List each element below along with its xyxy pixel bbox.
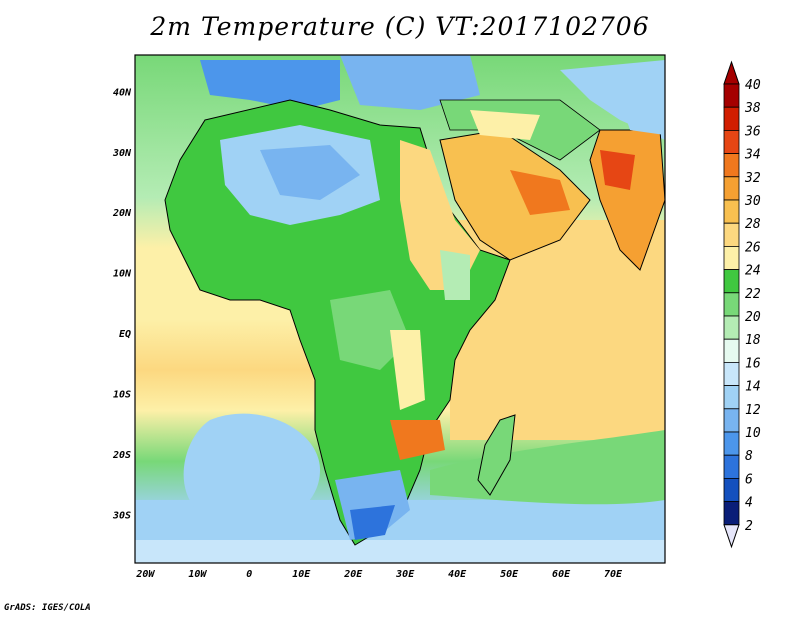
colorbar-label: 28 <box>745 217 761 232</box>
x-tick-label: 60E <box>552 569 571 580</box>
atlantic-cool-patch <box>183 413 320 528</box>
y-tick-label: 10S <box>113 390 131 401</box>
x-tick-label: 20E <box>343 569 363 580</box>
chart-title: 2m Temperature (C) VT:2017102706 <box>150 12 650 41</box>
madagascar <box>477 414 516 496</box>
colorbar-swatch <box>723 292 740 317</box>
colorbar-label: 36 <box>744 124 761 139</box>
colorbar-swatch <box>723 385 740 410</box>
colorbar-label: 2 <box>745 519 753 534</box>
colorbar-label: 20 <box>745 310 761 325</box>
y-axis-ticks: 40N 30N 20N 10N EQ 10S 20S 30S <box>112 87 132 521</box>
colorbar-bottom-arrow <box>723 524 740 549</box>
colorbar-swatch <box>723 176 740 201</box>
himalaya-cool <box>620 95 665 135</box>
colorbar-swatch <box>723 454 740 479</box>
x-tick-label: 40E <box>448 569 467 580</box>
colorbar-swatch <box>723 245 740 270</box>
colorbar-label: 6 <box>745 472 753 487</box>
x-tick-label: 50E <box>500 569 519 580</box>
colorbar-swatch <box>723 501 740 526</box>
colorbar-label: 32 <box>744 171 761 186</box>
y-tick-label: 30S <box>112 511 131 522</box>
y-tick-label: 10N <box>113 269 132 280</box>
y-tick-label: 40N <box>113 87 132 98</box>
iraq-warm <box>470 110 540 140</box>
x-tick-label: 10E <box>292 569 311 580</box>
colorbar-label: 38 <box>744 101 761 116</box>
europe-cold <box>200 60 340 110</box>
y-tick-label: EQ <box>119 329 131 340</box>
balkans-cold <box>340 55 480 110</box>
colorbar-label: 26 <box>745 240 761 255</box>
colorbar-label: 14 <box>745 380 761 395</box>
mozambique-hot <box>390 420 445 460</box>
colorbar-label: 10 <box>745 426 761 441</box>
colorbar-top-arrow <box>723 60 740 85</box>
grads-credit: GrADS: IGES/COLA <box>4 603 91 613</box>
x-tick-label: 0 <box>246 569 252 580</box>
colorbar-swatch <box>723 315 740 340</box>
colorbar-swatch <box>723 129 740 154</box>
colorbar-swatch <box>723 477 740 502</box>
temperature-field <box>135 55 665 563</box>
colorbar-label: 22 <box>745 287 761 302</box>
india-hot-region <box>600 150 635 190</box>
nile-warm-region <box>400 140 480 290</box>
colorbar-swatch <box>723 269 740 294</box>
colorbar-swatch <box>723 361 740 386</box>
colorbar-swatch <box>723 83 740 108</box>
south-africa-cold <box>350 505 395 540</box>
x-tick-label: 10W <box>188 569 207 580</box>
congo-basin <box>330 290 410 370</box>
colorbar-swatch <box>723 431 740 456</box>
colorbar-label: 12 <box>745 403 761 418</box>
y-tick-label: 30N <box>112 148 132 159</box>
x-tick-label: 30E <box>395 569 415 580</box>
colorbar-label: 8 <box>745 449 753 464</box>
y-tick-label: 20S <box>112 450 131 461</box>
colorbar-swatch <box>723 106 740 131</box>
colorbar-swatch <box>723 199 740 224</box>
ethiopia-highlands <box>440 250 470 300</box>
colorbar-label: 18 <box>745 333 761 348</box>
colorbar: 40 38 36 34 32 30 28 26 24 22 20 18 16 14 12 10 8 6 4 2 <box>723 60 761 549</box>
x-tick-label: 70E <box>604 569 623 580</box>
east-africa-warm <box>390 330 425 410</box>
arabia-hot <box>510 170 570 215</box>
colorbar-swatch <box>723 153 740 178</box>
colorbar-swatch <box>723 408 740 433</box>
colorbar-label: 40 <box>745 78 761 93</box>
southern-coldest-band <box>135 540 665 563</box>
colorbar-label: 4 <box>745 496 753 511</box>
y-tick-label: 20N <box>112 208 132 219</box>
colorbar-swatch <box>723 338 740 363</box>
x-tick-label: 20W <box>135 569 155 580</box>
colorbar-label: 24 <box>745 264 761 279</box>
sahara-cold-core <box>260 145 360 200</box>
arabian-peninsula <box>439 129 591 261</box>
map-frame <box>134 54 666 564</box>
colorbar-swatch <box>723 222 740 247</box>
x-axis-ticks: 20W 10W 0 10E 20E 30E 40E 50E 60E 70E <box>135 569 623 580</box>
colorbar-label: 16 <box>745 356 761 371</box>
colorbar-label: 34 <box>744 148 761 163</box>
colorbar-label: 30 <box>744 194 761 209</box>
